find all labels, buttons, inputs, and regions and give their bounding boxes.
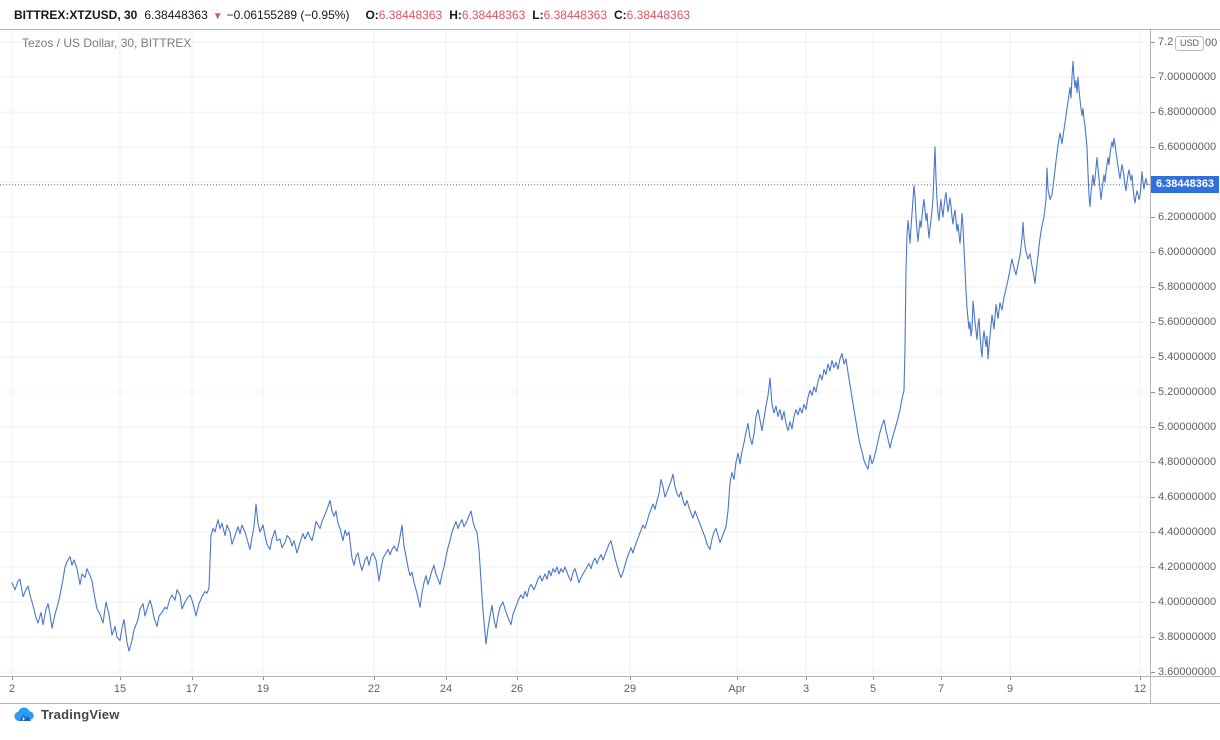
price-tick-label: 3.60000000 <box>1158 665 1217 678</box>
top-tick-fragment: 00 <box>1205 37 1218 49</box>
time-tick-mark <box>806 676 807 680</box>
price-tick-label: 4.60000000 <box>1158 491 1217 503</box>
price-tick-mark <box>1150 357 1155 359</box>
tradingview-brand-text: TradingView <box>41 707 120 722</box>
price-tick-mark <box>1150 112 1155 114</box>
price-tick-mark <box>1150 77 1155 79</box>
price-tick-label: 5.80000000 <box>1158 281 1217 294</box>
price-tick-mark <box>1150 147 1155 149</box>
price-scale-border <box>1150 30 1151 703</box>
price-tick-label: 5.20000000 <box>1158 386 1217 399</box>
price-tick-label: 6.00000000 <box>1158 246 1217 259</box>
ohlc-value: 6.38448363 <box>378 8 443 22</box>
price-tick-label: 7.2 <box>1158 36 1174 49</box>
price-tick-mark <box>1150 636 1155 638</box>
price-tick-mark <box>1150 531 1155 533</box>
price-tick-label: 6.60000000 <box>1158 141 1217 154</box>
price-tick-mark <box>1150 462 1155 463</box>
price-tick-label: 4.20000000 <box>1158 560 1217 573</box>
currency-toggle-button[interactable]: USD <box>1175 36 1204 51</box>
ohlc-value: 6.38448363 <box>626 8 691 22</box>
time-tick-mark <box>1010 676 1011 680</box>
price-tick-label: 5.60000000 <box>1158 316 1217 329</box>
ohlc-value: 6.38448363 <box>543 8 607 22</box>
price-tick-mark <box>1150 217 1155 219</box>
time-tick-mark <box>941 676 942 680</box>
price-tick-mark <box>1150 252 1155 254</box>
time-tick-label: 5 <box>869 683 877 695</box>
price-tick-mark <box>1150 427 1155 428</box>
time-tick-label: 24 <box>439 683 453 695</box>
time-tick-mark <box>374 676 375 680</box>
footer-divider <box>0 703 1220 704</box>
tradingview-logo-link[interactable]: TradingView <box>13 707 120 722</box>
time-tick-mark <box>737 676 738 680</box>
price-tick-mark <box>1150 566 1155 568</box>
price-tick-label: 5.40000000 <box>1158 351 1217 364</box>
time-scale-border <box>0 676 1220 677</box>
price-tick-label: 5.00000000 <box>1158 421 1217 433</box>
ohlc-label: O: <box>365 8 379 22</box>
ohlc-label: L: <box>532 8 544 22</box>
ohlc-values: O:6.38448363 H:6.38448363 L:6.38448363 C:6.… <box>358 8 690 22</box>
price-tick-label: 7.00000000 <box>1158 71 1217 84</box>
time-tick-label: Apr <box>728 683 746 695</box>
price-tick-label: 4.00000000 <box>1158 595 1217 608</box>
symbol-header[interactable]: BITTREX:XTZUSD, 30 6.38448363 ▼ −0.06155289… <box>14 7 690 24</box>
price-tick-label: 4.40000000 <box>1158 525 1217 538</box>
price-tick-mark <box>1150 392 1155 394</box>
ohlc-label: C: <box>614 8 627 22</box>
time-tick-mark <box>1140 676 1141 680</box>
price-tick-label: 6.80000000 <box>1158 106 1217 119</box>
price-tick-label: 4.80000000 <box>1158 456 1217 468</box>
time-tick-mark <box>12 676 13 680</box>
symbol-name: BITTREX:XTZUSD, 30 <box>14 8 138 22</box>
price-tick-mark <box>1150 42 1155 44</box>
price-change: −0.06155289 (−0.95%) <box>226 8 350 22</box>
tradingview-cloud-icon <box>13 707 35 722</box>
header-divider <box>0 29 1220 30</box>
time-tick-mark <box>120 676 121 680</box>
time-tick-label: 12 <box>1133 683 1147 695</box>
time-tick-mark <box>873 676 874 680</box>
time-tick-label: 15 <box>113 683 127 695</box>
time-tick-label: 19 <box>256 683 270 695</box>
chart-title[interactable]: Tezos / US Dollar, 30, BITTREX <box>22 36 192 50</box>
last-price: 6.38448363 <box>144 8 208 22</box>
price-tick-label: 3.80000000 <box>1158 630 1217 643</box>
price-tick-mark <box>1150 601 1155 603</box>
time-tick-mark <box>517 676 518 680</box>
time-tick-label: 7 <box>937 683 945 695</box>
price-tick-mark <box>1150 497 1155 498</box>
time-tick-mark <box>446 676 447 680</box>
time-tick-label: 29 <box>623 683 637 695</box>
ohlc-value: 6.38448363 <box>461 8 526 22</box>
price-tick-label: 6.20000000 <box>1158 211 1217 224</box>
price-chart-plot[interactable] <box>0 30 1150 676</box>
price-tick-mark <box>1150 287 1155 289</box>
time-tick-label: 9 <box>1006 683 1014 695</box>
ohlc-label: H: <box>449 8 462 22</box>
time-tick-mark <box>263 676 264 680</box>
price-tick-mark <box>1150 322 1155 324</box>
time-tick-label: 3 <box>802 683 810 695</box>
last-price-badge: 6.38448363 <box>1151 176 1219 193</box>
time-tick-mark <box>192 676 193 680</box>
price-tick-mark <box>1150 671 1155 673</box>
time-tick-label: 26 <box>510 683 524 695</box>
time-tick-label: 2 <box>8 683 16 695</box>
time-tick-mark <box>630 676 631 680</box>
time-tick-label: 22 <box>367 683 381 695</box>
time-tick-label: 17 <box>185 683 199 695</box>
price-down-icon: ▼ <box>212 11 223 22</box>
